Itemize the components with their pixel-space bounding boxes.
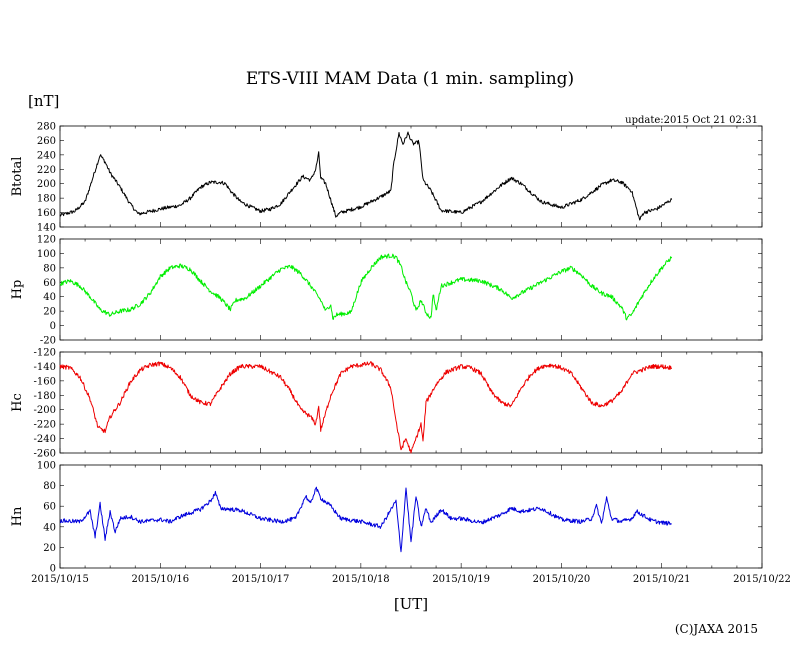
y-tick-label: 120 xyxy=(37,235,56,246)
x-tick-label: 2015/10/21 xyxy=(633,574,691,585)
panel-btotal: 140 160 180 200 220 240 260 280 Btotal xyxy=(10,122,763,234)
y-tick-label: -140 xyxy=(34,362,56,373)
x-tick-label: 2015/10/15 xyxy=(31,574,89,585)
y-tick-label: 0 xyxy=(50,321,56,332)
x-tick-label: 2015/10/20 xyxy=(533,574,591,585)
y-tick-label: 60 xyxy=(43,278,56,289)
panel-ylabel: Btotal xyxy=(10,157,25,197)
y-tick-label: 100 xyxy=(37,249,56,260)
y-tick-label: 80 xyxy=(43,263,56,274)
panel-ylabel: Hc xyxy=(10,393,25,412)
plot-panels: 140160180200220240260280Btotal-200204060… xyxy=(10,122,791,586)
y-tick-label: 60 xyxy=(43,502,56,513)
y-tick-label: 240 xyxy=(37,150,56,161)
update-timestamp: update:2015 Oct 21 02:31 xyxy=(625,115,758,126)
y-tick-label: 20 xyxy=(43,307,56,318)
series-line-hc xyxy=(59,361,673,454)
y-tick-label: -120 xyxy=(34,348,56,359)
x-tick-label: 2015/10/22 xyxy=(733,574,791,585)
panel-ylabel: Hp xyxy=(10,280,25,300)
y-tick-label: 260 xyxy=(37,136,56,147)
y-tick-label: -240 xyxy=(34,434,56,445)
y-tick-label: 100 xyxy=(37,461,56,472)
copyright-notice: (C)JAXA 2015 xyxy=(675,622,758,636)
y-tick-label: -20 xyxy=(40,336,56,347)
panel-hc: -260 -240 -220 -200 -180 -160 -140 -120 Hc xyxy=(10,348,763,460)
y-tick-label: 220 xyxy=(37,165,56,176)
chart-title: ETS-VIII MAM Data (1 min. sampling) xyxy=(246,69,574,89)
series-line-hp xyxy=(59,253,673,321)
x-tick-label: 2015/10/19 xyxy=(432,574,490,585)
panel-frame xyxy=(59,464,763,569)
y-tick-label: 200 xyxy=(37,179,56,190)
panel-frame xyxy=(59,125,763,228)
y-tick-label: 280 xyxy=(37,122,56,133)
y-tick-label: -180 xyxy=(34,391,56,402)
series-line-hn xyxy=(59,486,672,553)
y-tick-label: 80 xyxy=(43,481,56,492)
y-tick-label: 40 xyxy=(43,292,56,303)
panel-frame xyxy=(59,238,763,341)
unit-label: [nT] xyxy=(28,92,59,110)
y-tick-label: -160 xyxy=(34,376,56,387)
y-tick-label: 0 xyxy=(50,564,56,575)
y-tick-label: 160 xyxy=(37,208,56,219)
panel-ylabel: Hn xyxy=(10,506,25,526)
y-tick-label: -200 xyxy=(34,405,56,416)
series-line-btotal xyxy=(59,131,673,221)
x-tick-label: 2015/10/16 xyxy=(131,574,189,585)
y-tick-label: -260 xyxy=(34,449,56,460)
y-tick-label: 180 xyxy=(37,194,56,205)
x-tick-label: 2015/10/18 xyxy=(332,574,390,585)
y-tick-label: 140 xyxy=(37,223,56,234)
x-axis-label: [UT] xyxy=(394,595,428,613)
y-tick-label: 20 xyxy=(43,543,56,554)
y-tick-label: 40 xyxy=(43,522,56,533)
panel-hn: 0 20 40 60 80 100 Hn xyxy=(10,461,763,575)
x-tick-label: 2015/10/17 xyxy=(232,574,290,585)
y-tick-label: -220 xyxy=(34,420,56,431)
panel-hp: -20 0 20 40 60 80 100 120 Hp xyxy=(10,235,763,347)
